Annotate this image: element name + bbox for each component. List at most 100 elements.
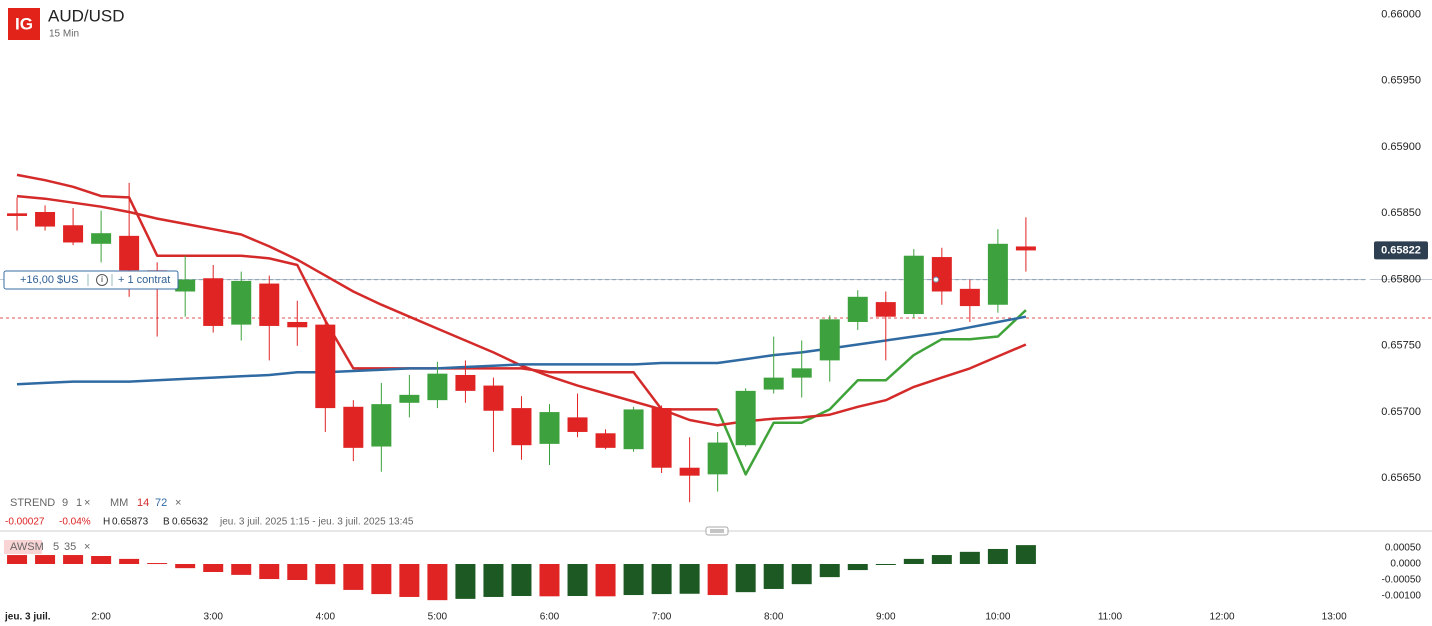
legend-close[interactable]: × xyxy=(84,541,90,553)
candle-body xyxy=(91,233,112,244)
candle-body xyxy=(903,255,924,315)
legend-param: 9 xyxy=(62,497,68,509)
candle-body xyxy=(679,467,700,476)
candle-body xyxy=(119,235,140,271)
histogram-bar xyxy=(567,564,588,596)
legend-param: 14 xyxy=(137,497,149,509)
candle-body xyxy=(819,319,840,361)
high-label: H xyxy=(103,517,110,528)
candle-body xyxy=(203,278,224,326)
candle-body xyxy=(483,385,504,411)
low: 0.65632 xyxy=(172,517,209,528)
candle-body xyxy=(259,283,280,326)
low-label: B xyxy=(163,517,170,528)
x-tick-label: 10:00 xyxy=(985,612,1010,623)
info-icon-glyph: i xyxy=(101,275,103,284)
y-tick-label: 0.65800 xyxy=(1381,273,1421,285)
y-tick-label: 0.0000 xyxy=(1390,559,1421,570)
histogram-bar xyxy=(231,564,252,575)
histogram-bar xyxy=(371,564,392,595)
strend-down xyxy=(16,173,718,411)
candle-body xyxy=(875,302,896,317)
candle-body xyxy=(707,442,728,475)
logo: IG xyxy=(15,14,33,33)
legend-close[interactable]: × xyxy=(175,497,181,509)
candle-body xyxy=(1015,246,1036,251)
histogram-bar xyxy=(7,555,28,564)
histogram-bar xyxy=(399,564,420,597)
histogram-bar xyxy=(119,558,140,564)
histogram-bar xyxy=(763,564,784,589)
position-box[interactable] xyxy=(3,270,179,290)
position-size: + 1 contrat xyxy=(118,274,170,286)
range: jeu. 3 juil. 2025 1:15 - jeu. 3 juil. 20… xyxy=(219,517,414,528)
histogram-bar xyxy=(35,555,56,564)
legend-mm: MM xyxy=(110,497,128,509)
candle-body xyxy=(539,412,560,444)
x-tick-label: 7:00 xyxy=(652,612,672,623)
position-marker xyxy=(933,276,939,283)
pane-handle[interactable] xyxy=(705,526,729,536)
change: -0.00027 xyxy=(5,517,45,528)
plot-marks xyxy=(7,182,1036,601)
histogram-bar xyxy=(147,563,168,565)
histogram-bar xyxy=(959,551,980,564)
histogram-bar xyxy=(539,564,560,597)
plot-lines xyxy=(0,173,1432,476)
histogram-bar xyxy=(903,558,924,564)
candle-body xyxy=(791,368,812,378)
moving-average xyxy=(16,315,1027,386)
candle-body xyxy=(931,257,952,292)
candle-body xyxy=(511,408,532,446)
chart-subtitle: 15 Min xyxy=(49,29,79,40)
candle-body xyxy=(287,321,308,328)
candle-body xyxy=(63,225,84,243)
histogram-bar xyxy=(679,564,700,594)
histogram-bar xyxy=(791,564,812,585)
histogram-bar xyxy=(707,564,728,596)
candle-body xyxy=(959,288,980,307)
candle-body xyxy=(371,404,392,447)
logo-box xyxy=(8,8,40,40)
candle-body xyxy=(7,213,28,216)
legend-close[interactable]: × xyxy=(84,497,90,509)
strend-up xyxy=(716,309,1027,476)
histogram-bar xyxy=(455,564,476,599)
candle-body xyxy=(623,409,644,450)
histogram-bar xyxy=(315,564,336,585)
histogram-bar xyxy=(427,564,448,601)
y-tick-label: 0.65700 xyxy=(1381,406,1421,418)
x-tick-label: 11:00 xyxy=(1098,612,1123,623)
histogram-bar xyxy=(987,548,1008,564)
candle-body xyxy=(427,373,448,401)
overlay: +16,00 $US i + 1 contrat 0.65822 xyxy=(3,241,1428,290)
high: 0.65873 xyxy=(112,517,149,528)
y-tick-label: 0.00050 xyxy=(1385,543,1422,554)
candle-body xyxy=(399,394,420,403)
histogram-bar xyxy=(175,564,196,569)
info-icon[interactable] xyxy=(96,274,108,286)
histogram-bar xyxy=(203,564,224,572)
last-price: 0.65822 xyxy=(1381,244,1421,256)
x-tick-label: 4:00 xyxy=(316,612,336,623)
y-tick-label: 0.66000 xyxy=(1381,8,1421,20)
y-tick-label: -0.00100 xyxy=(1382,591,1422,602)
x-tick-label: 8:00 xyxy=(764,612,784,623)
legend-param: 35 xyxy=(64,541,76,553)
histogram-bar xyxy=(595,564,616,597)
legend-bg xyxy=(4,540,42,554)
candle-body xyxy=(343,406,364,448)
legend-param: 5 xyxy=(53,541,59,553)
legend-strend: STREND xyxy=(10,497,55,509)
y-tick-label: 0.65900 xyxy=(1381,141,1421,153)
histogram-bar xyxy=(651,564,672,595)
y-tick-label: -0.00050 xyxy=(1382,575,1422,586)
histogram-bar xyxy=(91,556,112,564)
y-tick-label: 0.65850 xyxy=(1381,207,1421,219)
x-tick-label: 3:00 xyxy=(203,612,223,623)
y-tick-label: 0.65650 xyxy=(1381,472,1421,484)
chart-title: AUD/USD xyxy=(48,6,125,25)
legend-param: 1 xyxy=(76,497,82,509)
x-tick-label: 9:00 xyxy=(876,612,896,623)
